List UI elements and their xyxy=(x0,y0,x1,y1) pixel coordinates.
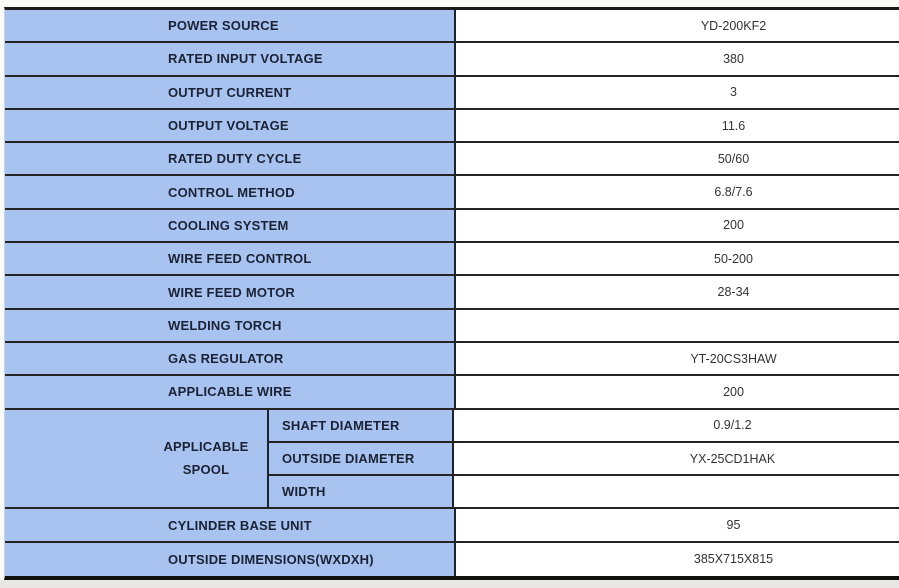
row-value: 385X715X815 xyxy=(456,542,899,577)
row-label: RATED DUTY CYCLE xyxy=(5,143,456,175)
table-row: WIDTH xyxy=(269,476,899,508)
spool-group-label: APPLICABLE SPOOL xyxy=(5,409,269,508)
specification-table: POWER SOURCE YD-200KF2 RATED INPUT VOLTA… xyxy=(4,7,899,581)
row-value: 28-34 xyxy=(456,276,899,308)
row-label: COOLING SYSTEM xyxy=(5,209,456,242)
row-value: 50/60 xyxy=(456,143,899,175)
row-label: OUTPUT VOLTAGE xyxy=(5,109,456,142)
row-label: SHAFT DIAMETER xyxy=(269,409,454,441)
row-label: WIRE FEED CONTROL xyxy=(5,243,456,275)
table-row: APPLICABLE WIRE 200 xyxy=(5,376,899,410)
row-value: 380 xyxy=(456,43,899,75)
row-value: 6.8/7.6 xyxy=(456,176,899,208)
spool-sub-rows: SHAFT DIAMETER 0.9/1.2 OUTSIDE DIAMETER … xyxy=(269,409,899,508)
row-value: 11.6 xyxy=(456,109,899,142)
table-row: WELDING TORCH xyxy=(5,309,899,343)
row-label: CYLINDER BASE UNIT xyxy=(5,509,456,541)
table-row: COOLING SYSTEM 200 xyxy=(5,209,899,244)
row-label: POWER SOURCE xyxy=(5,10,456,42)
table-row: OUTPUT CURRENT 3 xyxy=(5,76,899,110)
spool-group-label-line1: APPLICABLE xyxy=(163,438,249,454)
table-row: SHAFT DIAMETER 0.9/1.2 xyxy=(269,409,899,443)
row-label: OUTSIDE DIAMETER xyxy=(269,442,454,475)
table-row: OUTSIDE DIMENSIONS(WXDXH) 385X715X815 xyxy=(5,542,899,577)
table-row: OUTSIDE DIAMETER YX-25CD1HAK xyxy=(269,442,899,477)
table-row: CONTROL METHOD 6.8/7.6 xyxy=(5,176,899,210)
row-label: CONTROL METHOD xyxy=(5,176,456,208)
row-label: OUTSIDE DIMENSIONS(WXDXH) xyxy=(5,542,456,577)
row-value: YT-20CS3HAW xyxy=(456,342,899,375)
row-label: GAS REGULATOR xyxy=(5,342,456,375)
table-row: WIRE FEED MOTOR 28-34 xyxy=(5,276,899,310)
table-row: WIRE FEED CONTROL 50-200 xyxy=(5,243,899,277)
table-row: RATED DUTY CYCLE 50/60 xyxy=(5,143,899,177)
row-label: OUTPUT CURRENT xyxy=(5,76,456,108)
table-row: RATED INPUT VOLTAGE 380 xyxy=(5,43,899,77)
row-label: WIRE FEED MOTOR xyxy=(5,276,456,308)
spool-group-label-line2: SPOOL xyxy=(182,461,230,477)
row-value xyxy=(456,309,899,341)
row-value: 3 xyxy=(456,76,899,108)
row-value: 200 xyxy=(456,209,899,242)
row-label: WIDTH xyxy=(269,476,454,508)
table-row: OUTPUT VOLTAGE 11.6 xyxy=(5,109,899,144)
row-value: 50-200 xyxy=(456,243,899,275)
row-value xyxy=(454,476,899,508)
table-row: POWER SOURCE YD-200KF2 xyxy=(5,10,899,44)
row-value: YX-25CD1HAK xyxy=(454,442,899,475)
row-label: RATED INPUT VOLTAGE xyxy=(5,43,456,75)
row-value: 200 xyxy=(456,376,899,408)
table-row: CYLINDER BASE UNIT 95 xyxy=(5,509,899,543)
row-value: 95 xyxy=(456,509,899,541)
row-label: WELDING TORCH xyxy=(5,309,456,341)
applicable-spool-group: APPLICABLE SPOOL SHAFT DIAMETER 0.9/1.2 … xyxy=(5,409,899,510)
row-value: 0.9/1.2 xyxy=(454,409,899,441)
page-footer-strip xyxy=(0,580,899,588)
table-row: GAS REGULATOR YT-20CS3HAW xyxy=(5,342,899,377)
row-label: APPLICABLE WIRE xyxy=(5,376,456,408)
row-value: YD-200KF2 xyxy=(456,10,899,42)
